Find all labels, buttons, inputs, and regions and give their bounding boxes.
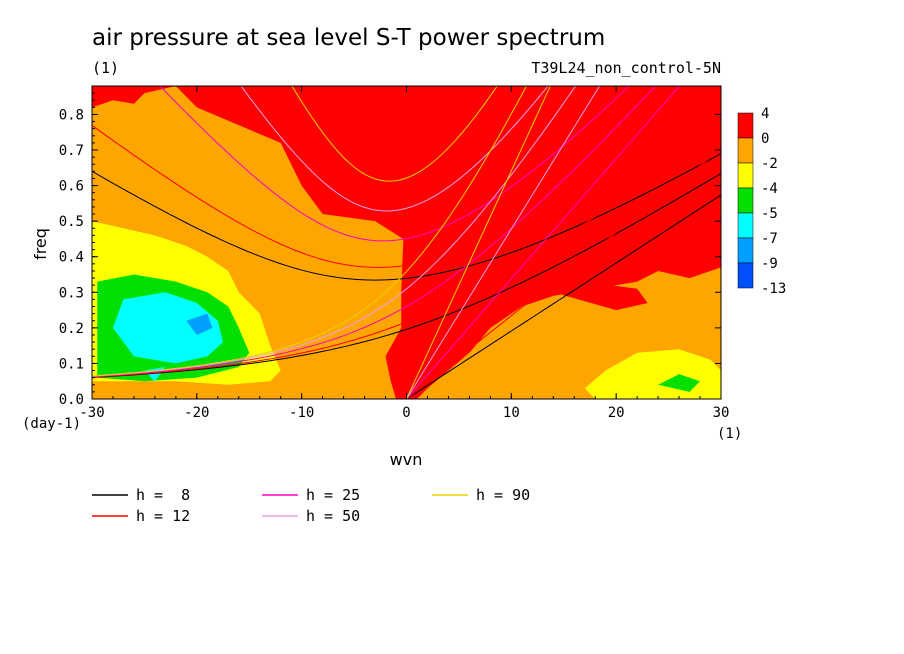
colorbar-label: -9 (761, 256, 778, 272)
colorbar-label: -4 (761, 181, 778, 197)
curve-wig-h12 (92, 106, 721, 268)
curve-mrg-h8 (92, 173, 721, 378)
curve-wig-h50 (240, 86, 549, 212)
legend-label: h = 90 (476, 486, 530, 504)
region-cyan (112, 292, 224, 364)
region-red-corner (92, 86, 176, 108)
curve-mrg-h50 (92, 86, 577, 377)
curve-wig-h25 (159, 86, 630, 242)
legend-label: h = 8 (136, 486, 190, 504)
legend: h = 8 h = 12 h = 25 h = 50 h = 90 (92, 486, 530, 525)
curve-kelvin-h50 (406, 86, 601, 399)
y-tick-label: 0.0 (59, 392, 84, 408)
x-tick-label: 10 (503, 405, 520, 421)
dispersion-curves (92, 86, 721, 399)
colorbar-swatch (737, 237, 754, 264)
colorbar-swatch (737, 112, 754, 139)
x-unit-label: (1) (717, 426, 742, 442)
colorbar-label: -5 (761, 206, 778, 222)
units-label: (1) (92, 59, 119, 77)
curve-wig-h8 (92, 153, 721, 281)
y-axis: 0.0 0.1 0.2 0.3 0.4 0.5 0.6 0.7 0.8 (59, 92, 721, 408)
x-tick-label: -10 (289, 405, 314, 421)
colorbar-label: -13 (761, 281, 786, 297)
colorbar: 4 0 -2 -4 -5 -7 -9 -13 (737, 106, 786, 297)
legend-label: h = 50 (306, 507, 360, 525)
curve-mrg-h25 (92, 86, 657, 378)
curve-mrg-h90 (92, 86, 528, 377)
x-tick-label: 30 (713, 405, 730, 421)
curve-kelvin-h8 (406, 194, 721, 399)
y-tick-label: 0.5 (59, 214, 84, 230)
y-axis-label: freq (31, 228, 50, 260)
legend-label: h = 25 (306, 486, 360, 504)
y-tick-label: 0.1 (59, 356, 84, 372)
y-tick-label: 0.3 (59, 285, 84, 301)
x-tick-label: -30 (79, 405, 104, 421)
curve-kelvin-h25 (406, 86, 681, 399)
region-red (175, 86, 721, 399)
colorbar-swatch (737, 262, 754, 289)
experiment-label: T39L24_non_control-5N (531, 59, 721, 77)
colorbar-label: 0 (761, 131, 769, 147)
y-tick-label: 0.7 (59, 143, 84, 159)
colorbar-swatch (737, 212, 754, 239)
colorbar-label: 4 (761, 106, 769, 122)
chart-title: air pressure at sea level S-T power spec… (92, 25, 605, 51)
x-axis: -30 -20 -10 0 10 20 30 (79, 86, 729, 421)
x-tick-label: 20 (608, 405, 625, 421)
curve-mrg-h12 (92, 126, 721, 378)
curve-kelvin-h90 (406, 86, 551, 399)
x-tick-label: -20 (184, 405, 209, 421)
colorbar-swatch (737, 187, 754, 214)
curve-wig-h90 (291, 86, 498, 182)
colorbar-label: -2 (761, 156, 778, 172)
legend-label: h = 12 (136, 507, 190, 525)
y-tick-label: 0.8 (59, 107, 84, 123)
colorbar-label: -7 (761, 231, 778, 247)
region-green-east (658, 374, 701, 392)
plot-area (92, 86, 721, 399)
colorbar-swatch (737, 162, 754, 189)
y-unit-label: (day-1) (22, 416, 81, 432)
x-axis-label: wvn (390, 450, 423, 469)
y-tick-label: 0.4 (59, 250, 84, 266)
y-tick-label: 0.6 (59, 179, 84, 195)
x-tick-label: 0 (402, 405, 410, 421)
y-tick-label: 0.2 (59, 321, 84, 337)
colorbar-swatch (737, 137, 754, 164)
curve-kelvin-h12 (406, 148, 721, 399)
region-blue (186, 313, 213, 335)
